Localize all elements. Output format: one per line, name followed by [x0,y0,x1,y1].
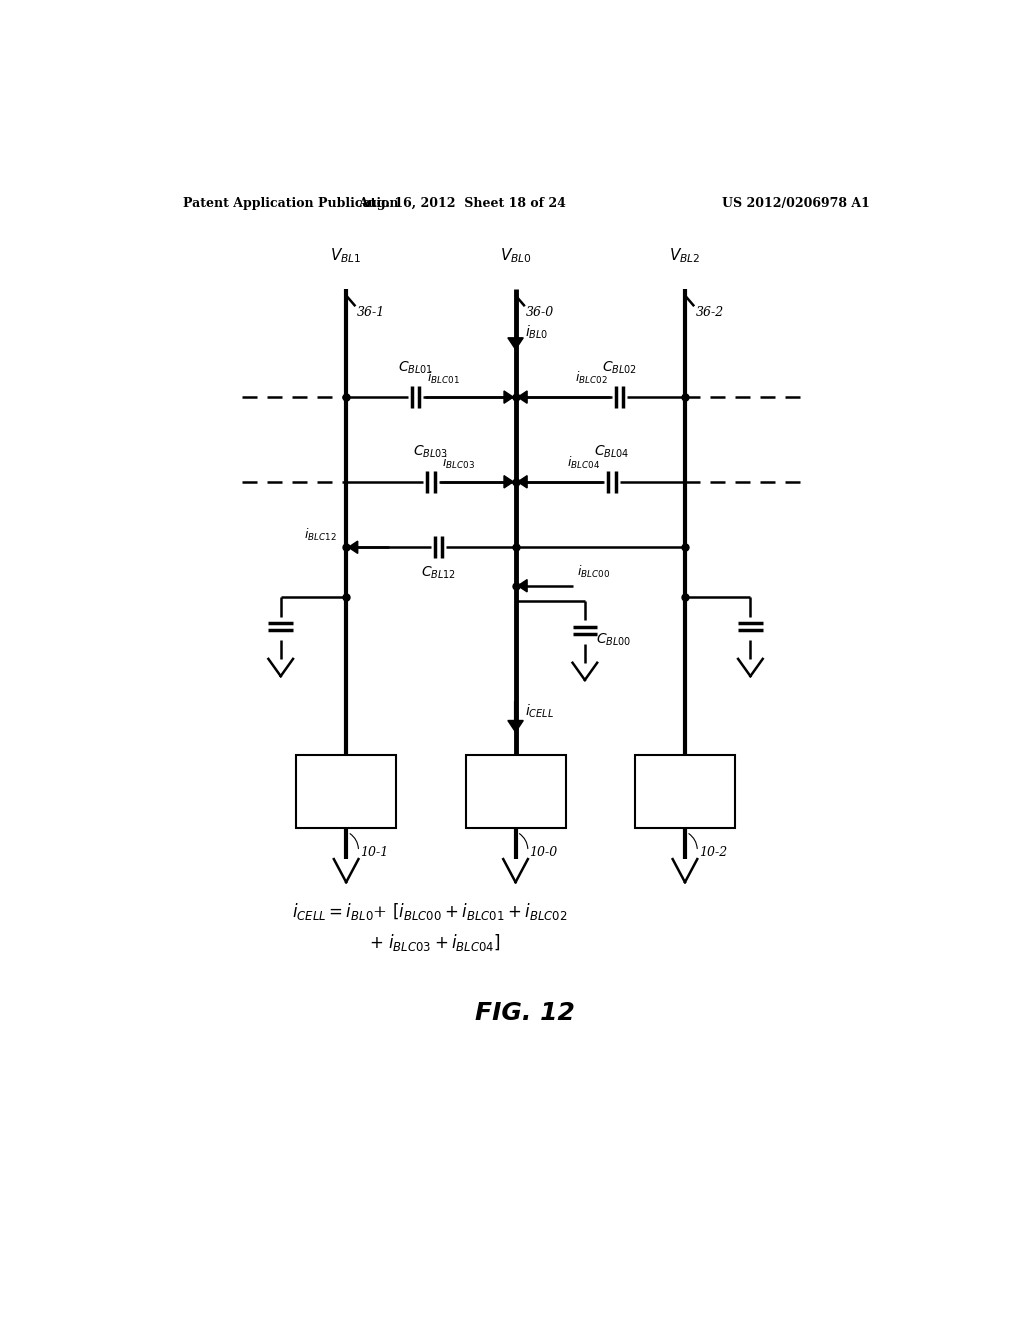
Bar [466,755,565,829]
Polygon shape [504,391,513,404]
Polygon shape [508,338,523,350]
Text: 10-0: 10-0 [529,846,558,859]
Text: $i_{BL0}$: $i_{BL0}$ [524,323,548,341]
Text: 10-1: 10-1 [360,846,388,859]
Text: Cell: Cell [501,792,530,807]
Text: Cell: Cell [331,792,361,807]
Text: $C_{BL02}$: $C_{BL02}$ [602,359,637,376]
Text: US 2012/0206978 A1: US 2012/0206978 A1 [722,197,869,210]
Text: 36-0: 36-0 [526,306,555,319]
Text: $C_{BL00}$: $C_{BL00}$ [596,631,632,648]
Text: 36-1: 36-1 [357,306,385,319]
Text: $i_{BLC01}$: $i_{BLC01}$ [427,370,460,387]
Text: $i_{BLC12}$: $i_{BLC12}$ [304,527,337,544]
Text: $C_{BL04}$: $C_{BL04}$ [594,444,630,461]
Polygon shape [504,475,513,488]
Text: Patent Application Publication: Patent Application Publication [183,197,398,210]
Text: Memory: Memory [653,779,717,792]
Text: $C_{BL01}$: $C_{BL01}$ [398,359,433,376]
Polygon shape [518,579,527,591]
Polygon shape [518,475,527,488]
Polygon shape [508,721,523,733]
Text: 10-2: 10-2 [698,846,727,859]
Polygon shape [518,391,527,404]
Text: $V_{BL1}$: $V_{BL1}$ [331,246,361,264]
Bar [296,755,396,829]
Text: $C_{BL03}$: $C_{BL03}$ [414,444,449,461]
Text: Memory: Memory [314,779,378,792]
Text: $i_{BLC00}$: $i_{BLC00}$ [578,564,610,579]
Text: $i_{BLC03}$: $i_{BLC03}$ [442,455,475,471]
Text: FIG. 12: FIG. 12 [475,1001,574,1026]
Text: Aug. 16, 2012  Sheet 18 of 24: Aug. 16, 2012 Sheet 18 of 24 [357,197,565,210]
Polygon shape [348,541,357,553]
Text: $i_{CELL} = i_{BL0}$+ $[i_{BLC00} + i_{BLC01} + i_{BLC02}$: $i_{CELL} = i_{BL0}$+ $[i_{BLC00} + i_{B… [292,902,567,921]
Text: $C_{BL12}$: $C_{BL12}$ [421,564,456,581]
Text: Cell: Cell [670,792,700,807]
Text: Memory: Memory [483,779,548,792]
Text: $V_{BL2}$: $V_{BL2}$ [670,246,700,264]
Bar [635,755,735,829]
Text: 36-2: 36-2 [695,306,724,319]
Text: $V_{BL0}$: $V_{BL0}$ [500,246,531,264]
Text: $+ \ i_{BLC03} + i_{BLC04}]$: $+ \ i_{BLC03} + i_{BLC04}]$ [370,932,501,953]
Text: $i_{CELL}$: $i_{CELL}$ [524,702,554,719]
Text: $i_{BLC02}$: $i_{BLC02}$ [575,370,608,387]
Text: $i_{BLC04}$: $i_{BLC04}$ [567,455,600,471]
